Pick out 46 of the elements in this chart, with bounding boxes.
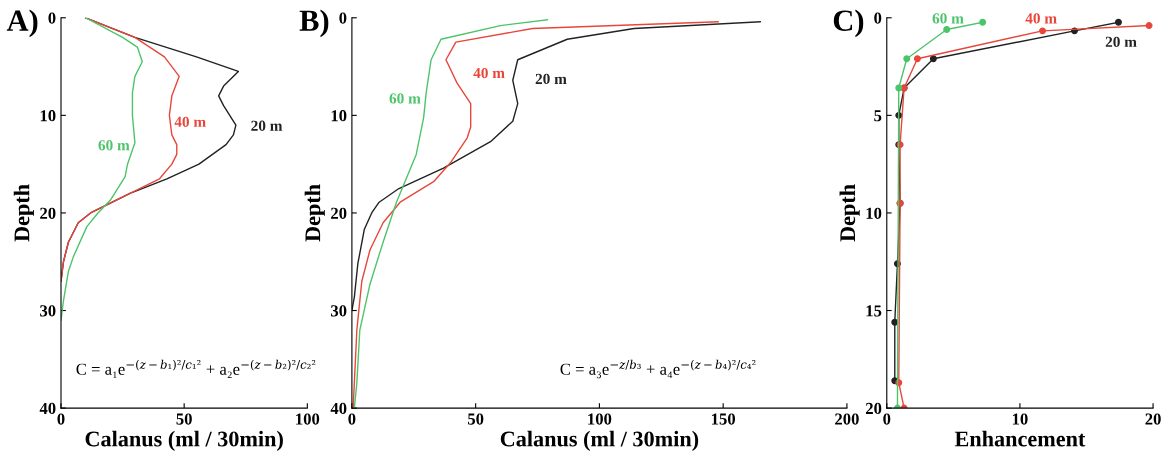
annotation: C = a₃e$^{−z/b₃}$ + a₄e$^{−(z−b₄)²/c₄²}$ — [560, 359, 756, 379]
chart-title: A) — [6, 9, 38, 38]
x-tick-label: 100 — [296, 413, 320, 425]
series-label: 40 m — [174, 116, 206, 127]
x-axis-title: Calanus (ml / 30min) — [85, 430, 283, 451]
x-tick-label: 0 — [883, 413, 891, 425]
x-tick-label: 150 — [711, 413, 736, 425]
y-tick-label: 20 — [865, 402, 882, 415]
x-tick-label: 50 — [176, 413, 192, 425]
y-tick-label: 15 — [866, 305, 882, 317]
y-tick-label: 20 — [40, 207, 56, 219]
y-tick-label: 0 — [339, 12, 347, 24]
x-tick-label: 100 — [588, 413, 612, 425]
y-tick-label: 10 — [40, 110, 56, 122]
series-label: 20 m — [251, 120, 283, 131]
y-tick-label: 20 — [331, 207, 347, 219]
y-tick-label: 0 — [48, 12, 56, 24]
y-tick-label: 0 — [874, 12, 882, 24]
chart-title: B) — [299, 9, 329, 38]
x-tick-label: 200 — [835, 413, 859, 425]
y-axis-title: Depth — [839, 184, 860, 242]
x-tick-label: 0 — [348, 413, 356, 425]
series-label: 60 m — [932, 13, 964, 24]
x-tick-label: 0 — [57, 413, 65, 425]
y-tick-label: 10 — [331, 110, 347, 122]
y-tick-label: 30 — [331, 305, 347, 317]
series-label: 40 m — [1025, 13, 1057, 24]
x-axis-title: Calanus (ml / 30min) — [500, 430, 699, 451]
y-tick-label: 5 — [874, 110, 882, 122]
x-tick-label: 50 — [467, 413, 484, 425]
y-axis-title: Depth — [13, 184, 34, 242]
series-label: 20 m — [535, 73, 567, 85]
y-tick-label: 30 — [40, 305, 56, 317]
x-tick-label: 10 — [1012, 413, 1028, 425]
series-label: 20 m — [1105, 36, 1137, 47]
x-axis-title: Enhancement — [954, 430, 1086, 447]
y-tick-label: 10 — [866, 207, 882, 219]
series-label: 40 m — [473, 67, 505, 79]
chart-title: C) — [833, 9, 864, 38]
y-axis-title: Depth — [304, 184, 325, 242]
series-label: 60 m — [98, 140, 130, 151]
y-tick-label: 40 — [330, 402, 347, 415]
y-tick-label: 40 — [39, 402, 56, 415]
series-label: 60 m — [389, 93, 421, 104]
annotation: C = a₁e$^{−(z−b₁)²/c₁²}$ + a₂e$^{−(z−b₂)²/c₂²}$ — [76, 359, 316, 379]
x-tick-label: 20 — [1145, 413, 1161, 425]
